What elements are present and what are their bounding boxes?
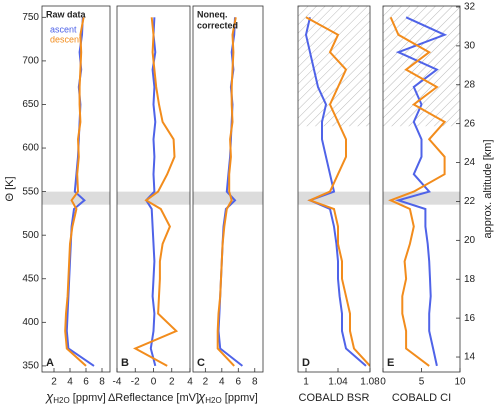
x-tick-label: -2: [131, 377, 140, 388]
legend-entry: descent: [50, 34, 82, 44]
shaded-band: [42, 191, 110, 205]
panel-frame: [192, 5, 264, 373]
y-tick-label: 750: [22, 12, 39, 23]
profile-line: [144, 17, 157, 367]
x-tick-label: 0: [151, 377, 157, 388]
x-axis-label: ΔReflectance [mV]: [108, 392, 199, 404]
y2-tick-label: 18: [464, 274, 476, 285]
x-axis-label-part: H2O: [53, 396, 69, 405]
profile-line: [394, 16, 448, 367]
panel: [117, 17, 190, 367]
x-tick-label: 0: [380, 377, 386, 388]
panel: [193, 17, 263, 367]
annotation: Raw data: [46, 9, 87, 19]
profile-line: [217, 17, 244, 367]
x-tick-label: 1.04: [328, 377, 348, 388]
hatched-region: [298, 6, 370, 127]
panel-label: C: [197, 357, 205, 369]
x-axis-label: COBALD CI: [392, 392, 451, 404]
x-axis-label-part: χ: [45, 389, 54, 404]
y-tick-label: 350: [22, 361, 39, 372]
profile-line: [216, 17, 237, 367]
panel: [383, 6, 460, 367]
x-tick-label: 4: [67, 377, 73, 388]
y-tick-label: 550: [22, 186, 39, 197]
panel-label: D: [302, 357, 310, 369]
x-axis-label-part: ΔReflectance [mV]: [108, 392, 199, 404]
x-axis-label-part: COBALD BSR: [299, 392, 370, 404]
panel-label: B: [121, 357, 129, 369]
annotation: Noneq.: [197, 9, 228, 19]
y-tick-label: 650: [22, 99, 39, 110]
x-tick-label: 6: [83, 377, 89, 388]
x-tick-label: 6: [236, 377, 242, 388]
x-axis-label: χH2O [ppmv]: [45, 389, 106, 405]
y2-tick-label: 28: [464, 79, 476, 90]
x-tick-label: 1.08: [360, 377, 380, 388]
panel-label: A: [46, 357, 54, 369]
x-tick-label: 2: [169, 377, 175, 388]
panel: [298, 6, 370, 367]
x-tick-label: 5: [419, 377, 425, 388]
y-tick-label: 700: [22, 56, 39, 67]
x-tick-label: 1: [303, 377, 309, 388]
x-tick-label: 10: [454, 377, 466, 388]
y-tick-label: 450: [22, 273, 39, 284]
y-tick-label: 600: [22, 143, 39, 154]
shaded-band: [117, 191, 190, 205]
x-tick-label: 8: [252, 377, 258, 388]
panel: [42, 17, 110, 367]
x-axis-label-part: COBALD CI: [392, 392, 451, 404]
x-tick-label: 4: [219, 377, 225, 388]
y-axis-label: Θ [K]: [4, 176, 16, 201]
y2-tick-label: 22: [464, 196, 476, 207]
shaded-band: [298, 191, 370, 205]
x-axis-label: COBALD BSR: [299, 392, 370, 404]
shaded-band: [193, 191, 263, 205]
legend-entry: ascent: [50, 24, 77, 34]
x-tick-label: 2: [203, 377, 209, 388]
y2-tick-label: 32: [464, 2, 476, 13]
y2-tick-label: 24: [464, 157, 476, 168]
y2-axis-label: approx. altitude [km]: [482, 139, 494, 238]
x-tick-label: 4: [187, 377, 193, 388]
x-axis-label: χH2O [ppmv]: [197, 389, 258, 405]
y-tick-label: 500: [22, 230, 39, 241]
panel-frame: [41, 5, 111, 373]
y2-tick-label: 16: [464, 313, 476, 324]
y2-tick-label: 26: [464, 118, 476, 129]
x-axis-label-part: [ppmv]: [222, 392, 258, 404]
x-tick-label: 2: [51, 377, 57, 388]
y2-tick-label: 20: [464, 235, 476, 246]
profile-line: [388, 16, 447, 367]
x-axis-label-part: H2O: [205, 396, 221, 405]
y2-tick-label: 14: [464, 352, 476, 363]
annotation: corrected: [197, 20, 238, 30]
panel-frame: [297, 5, 371, 373]
y2-tick-label: 30: [464, 41, 476, 52]
y-tick-label: 400: [22, 317, 39, 328]
panel-label: E: [387, 357, 394, 369]
profile-line: [64, 17, 87, 367]
profile-line: [133, 17, 179, 367]
x-axis-label-part: [ppmv]: [70, 392, 106, 404]
profile-line: [305, 16, 370, 367]
x-tick-label: 8: [99, 377, 105, 388]
x-tick-label: -4: [113, 377, 122, 388]
x-axis-label-part: χ: [197, 389, 206, 404]
